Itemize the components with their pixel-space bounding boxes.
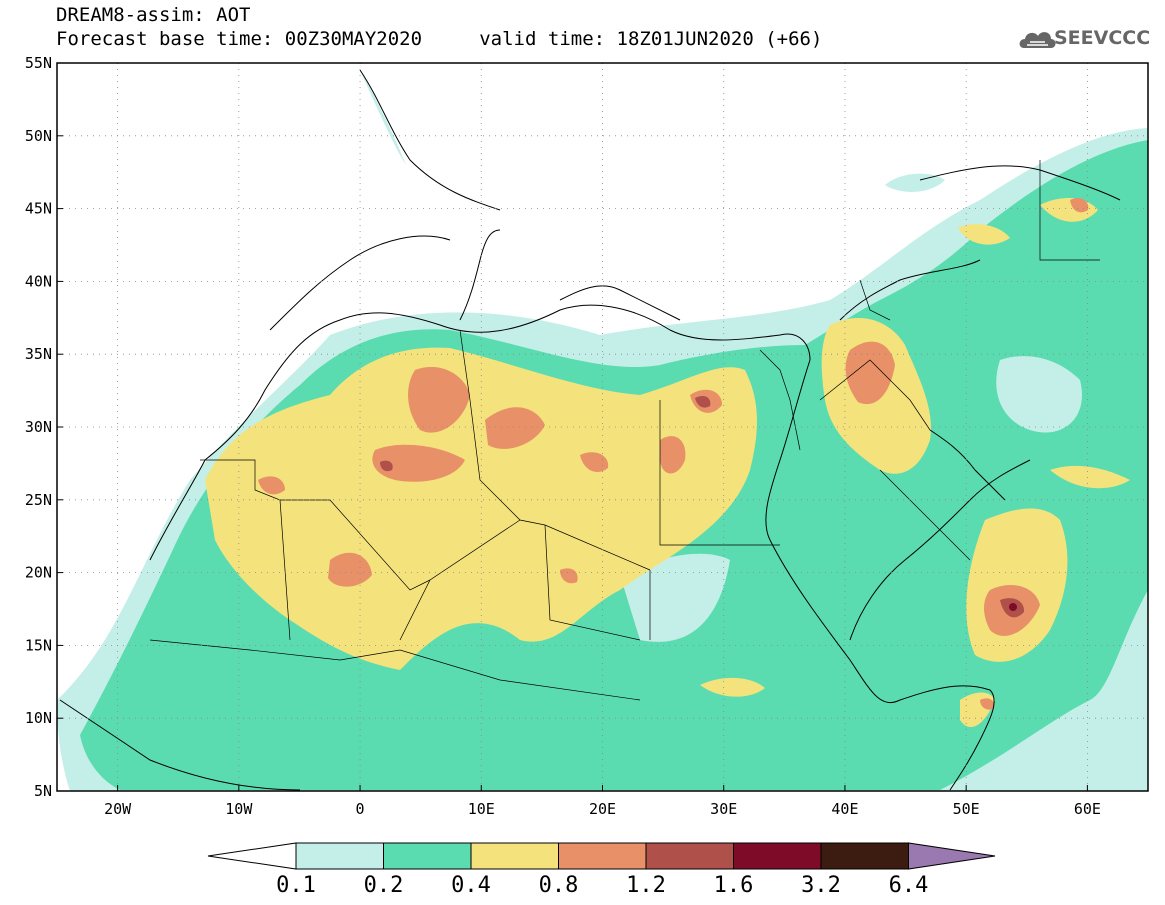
- x-tick-label: 50E: [953, 800, 980, 818]
- y-tick-label: 50N: [25, 127, 52, 145]
- y-tick-label: 40N: [25, 272, 52, 290]
- colorbar-label: 0.4: [451, 873, 491, 898]
- colorbar-segment: [645, 842, 734, 870]
- map-gridlines: [57, 63, 1148, 791]
- y-tick-label: 25N: [25, 491, 52, 509]
- colorbar-low-arrow: [207, 842, 297, 870]
- aot-level-1.6: [1009, 603, 1017, 611]
- y-tick-label: 15N: [25, 636, 52, 654]
- colorbar-label: 1.6: [714, 873, 754, 898]
- x-tick-labels: 20W 10W 0 10E 20E 30E 40E 50E 60E: [104, 785, 1101, 818]
- colorbar-segment: [733, 842, 822, 870]
- x-tick-label: 40E: [831, 800, 858, 818]
- y-tick-label: 45N: [25, 200, 52, 218]
- x-tick-label: 10E: [468, 800, 495, 818]
- y-tick-label: 10N: [25, 709, 52, 727]
- colorbar-segment: [558, 842, 647, 870]
- x-tick-label: 20E: [589, 800, 616, 818]
- colorbar-label: 0.8: [539, 873, 579, 898]
- y-tick-label: 20N: [25, 564, 52, 582]
- x-tick-label: 20W: [104, 800, 132, 818]
- colorbar-label: 1.2: [626, 873, 666, 898]
- colorbar: 0.1 0.2 0.4 0.8 1.2 1.6 3.2 6.4: [207, 842, 996, 898]
- y-tick-label: 55N: [25, 54, 52, 72]
- colorbar-segment: [295, 842, 384, 870]
- cloud-icon: [1019, 32, 1056, 48]
- logo-text: SEEVCCC: [1054, 27, 1151, 49]
- colorbar-label: 3.2: [801, 873, 841, 898]
- y-tick-label: 35N: [25, 345, 52, 363]
- map-title: DREAM8-assim: AOT: [56, 4, 251, 26]
- colorbar-label: 0.1: [276, 873, 316, 898]
- colorbar-label: 0.2: [364, 873, 404, 898]
- y-tick-label: 5N: [34, 782, 52, 800]
- colorbar-segment: [470, 842, 559, 870]
- y-tick-labels: 55N 50N 45N 40N 35N 30N 25N 20N 15N 10N 5N: [25, 54, 63, 800]
- forecast-time-subtitle: Forecast base time: 00Z30MAY2020 valid t…: [56, 28, 823, 50]
- colorbar-segment: [820, 842, 909, 870]
- x-tick-label: 30E: [710, 800, 737, 818]
- x-tick-label: 0: [356, 800, 365, 818]
- colorbar-segment: [383, 842, 472, 870]
- x-tick-label: 60E: [1074, 800, 1101, 818]
- aot-level-0.4: [205, 198, 1130, 728]
- country-borders: [149, 160, 1100, 701]
- colorbar-high-arrow: [908, 842, 996, 870]
- colorbar-label: 6.4: [889, 873, 929, 898]
- x-tick-label: 10W: [225, 800, 253, 818]
- y-tick-label: 30N: [25, 418, 52, 436]
